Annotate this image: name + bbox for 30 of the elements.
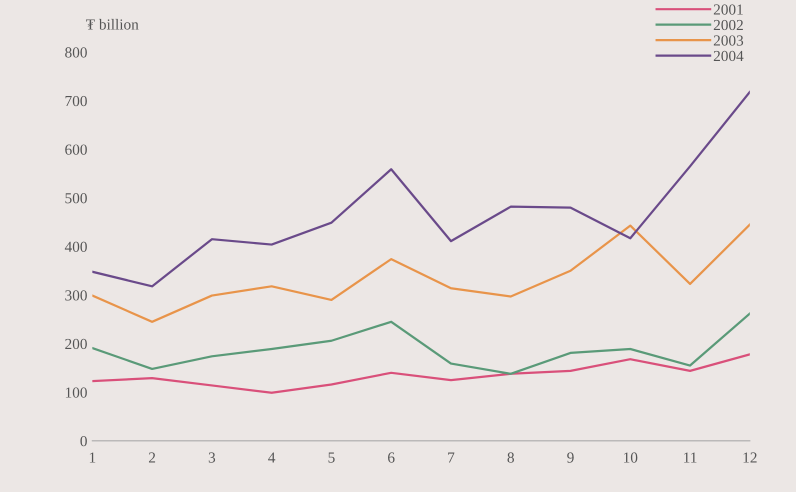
legend-label: 2003 (714, 35, 744, 46)
line-series (92, 353, 750, 394)
x-tick-label: 11 (684, 452, 696, 463)
y-axis-title: ₮ billion (86, 18, 139, 30)
y-tick-label: 700 (66, 96, 87, 106)
x-tick-label: 9 (567, 452, 574, 463)
line-series (92, 224, 750, 323)
x-tick-label: 2 (148, 452, 156, 463)
y-tick-label: 400 (64, 242, 87, 252)
x-tick-label: 7 (448, 452, 454, 463)
x-tick-label: 8 (508, 452, 514, 463)
x-tick-label: 12 (744, 452, 757, 463)
y-tick-label: 200 (65, 338, 87, 350)
legend-label: 2004 (714, 50, 744, 62)
y-tick-label: 100 (66, 387, 87, 398)
line-series (92, 312, 750, 375)
x-tick-label: 3 (208, 452, 216, 463)
x-tick-label: 1 (90, 452, 96, 463)
legend-label: 2002 (714, 20, 743, 30)
y-tick-label: 0 (80, 436, 87, 446)
line-series (92, 90, 750, 288)
x-tick-label: 10 (624, 452, 638, 463)
legend-label: 2001 (714, 4, 743, 15)
y-tick-label: 600 (65, 144, 87, 155)
y-tick-label: 800 (65, 47, 87, 58)
x-tick-label: 6 (388, 452, 395, 463)
x-tick-label: 5 (328, 452, 335, 463)
y-tick-label: 500 (65, 193, 87, 204)
y-tick-label: 300 (65, 290, 87, 301)
x-tick-label: 4 (268, 452, 276, 463)
